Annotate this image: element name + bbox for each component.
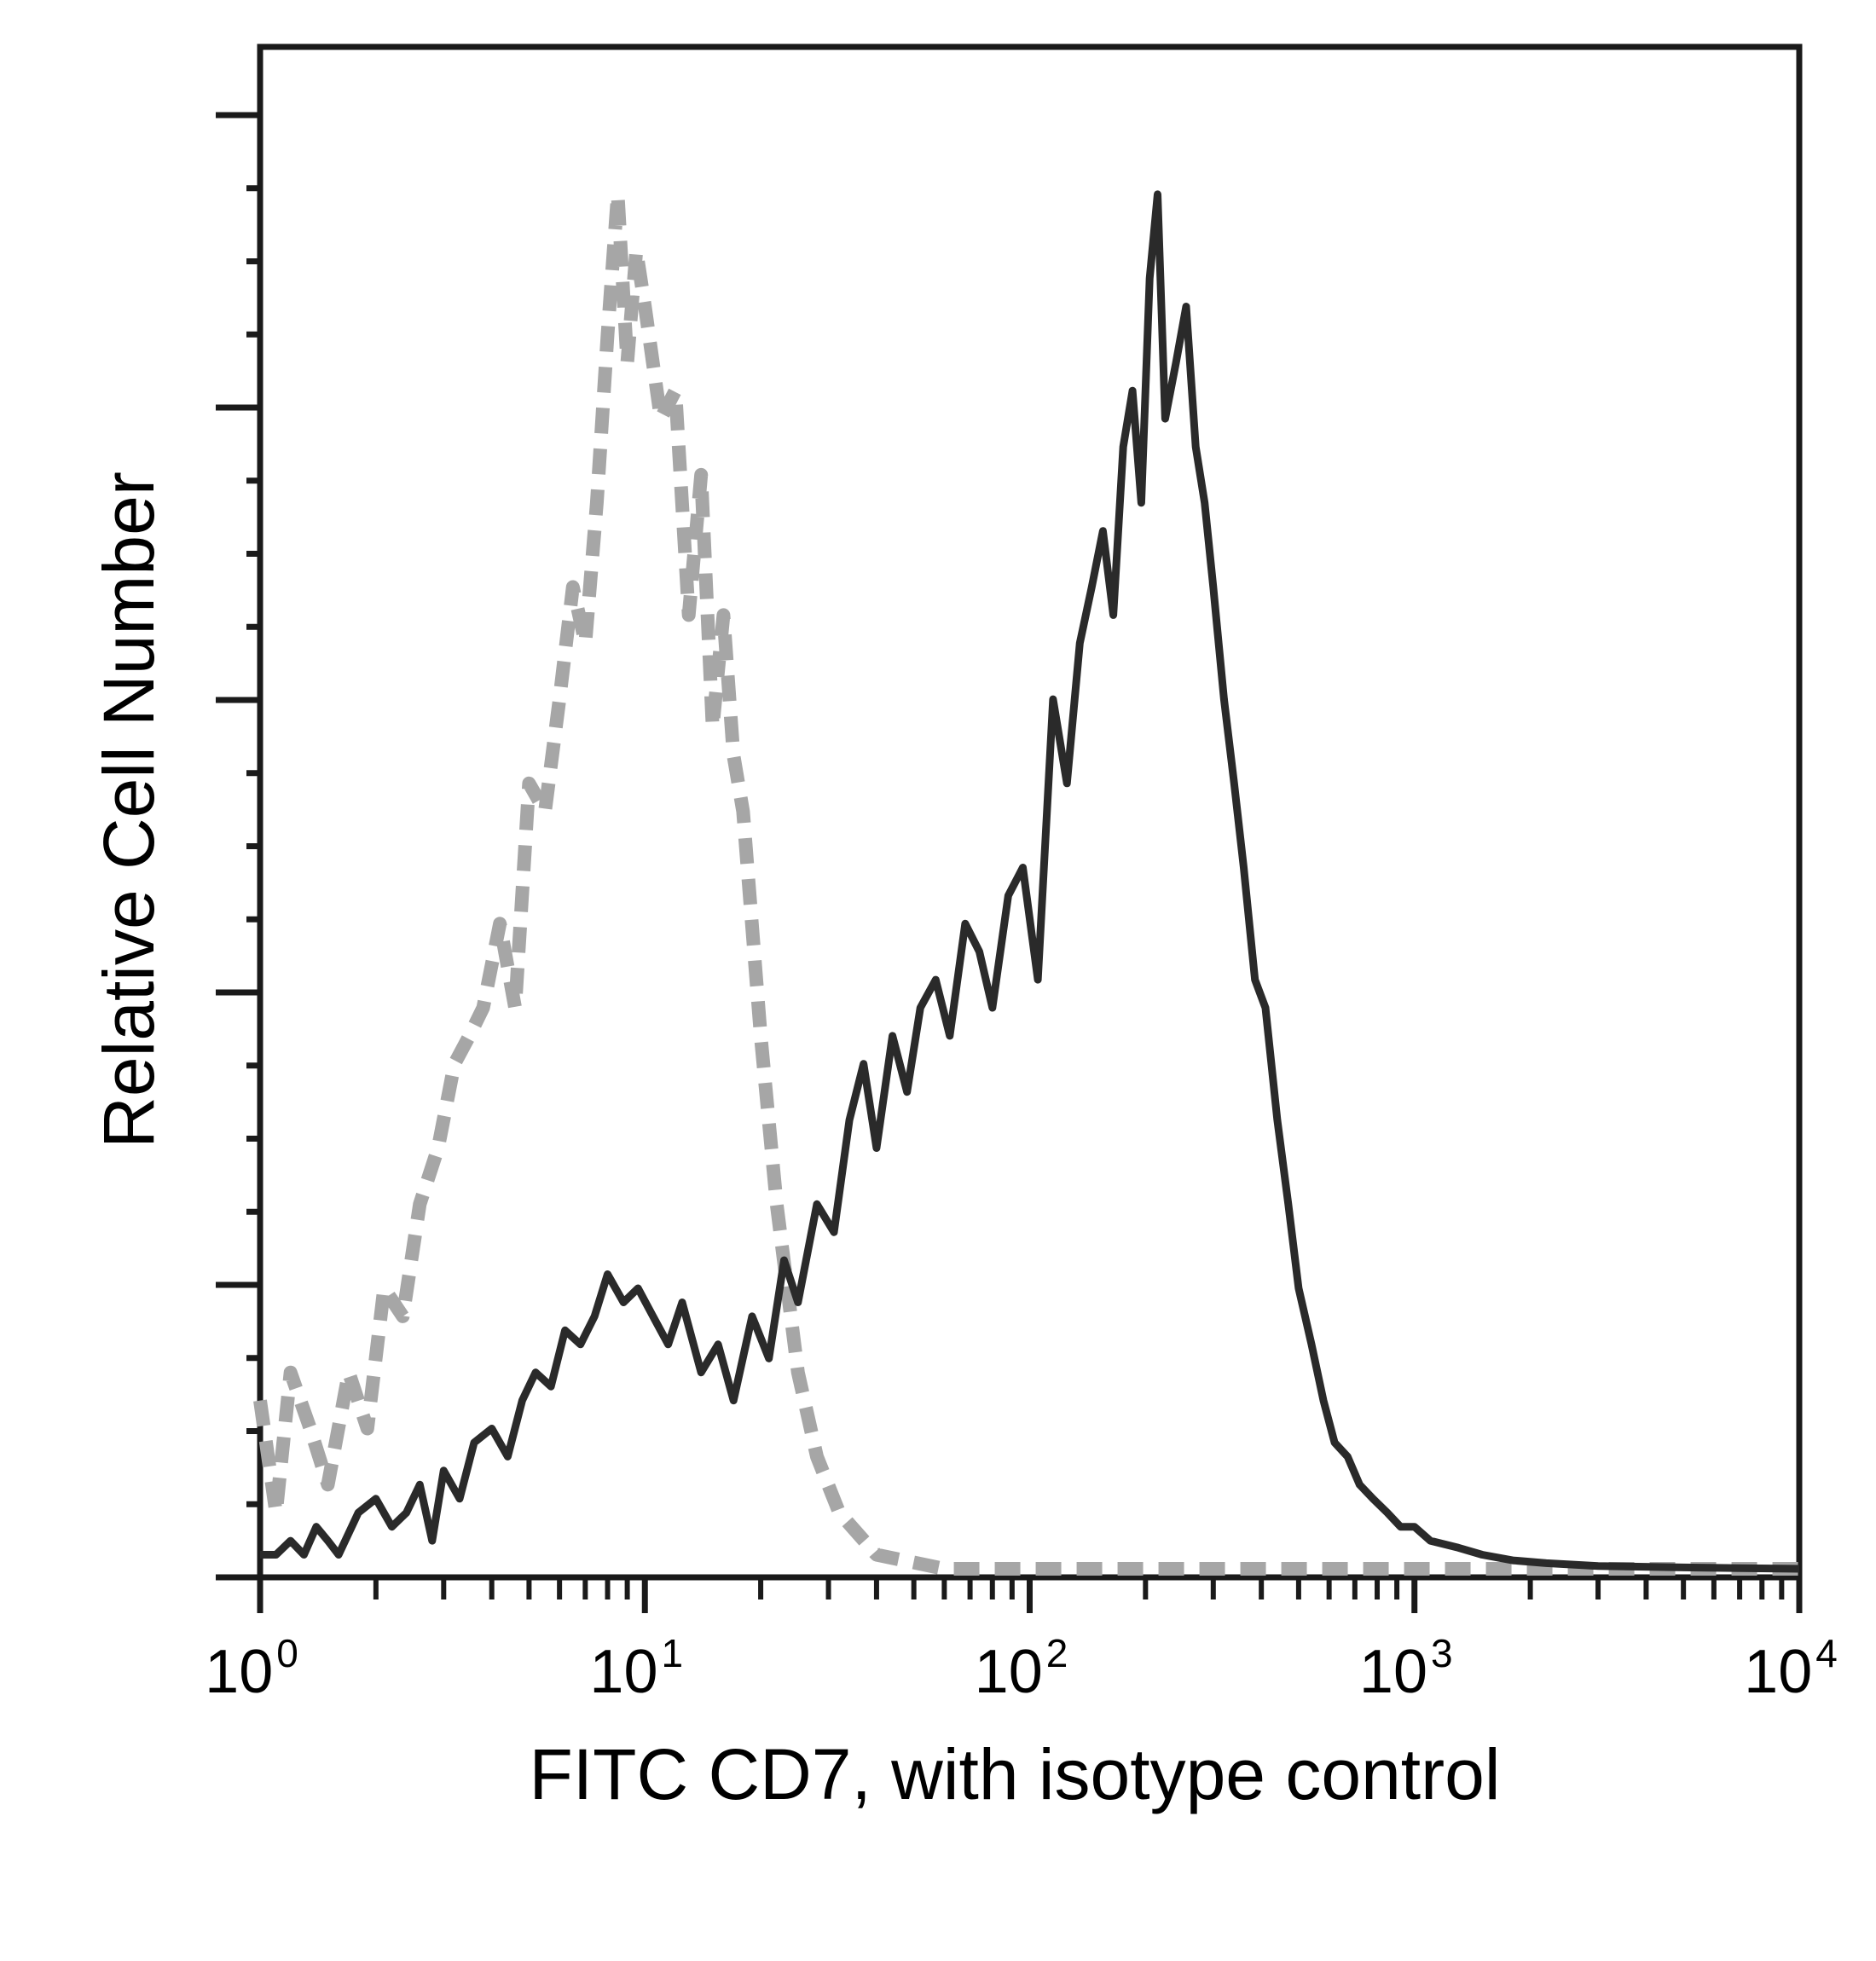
x-tick-labels: 100 101 102 103 104 (205, 1631, 1838, 1706)
x-axis-title: FITC CD7, with isotype control (529, 1734, 1500, 1814)
x-minor-ticks (257, 1577, 1803, 1613)
y-axis-ticks (216, 112, 260, 1581)
plot-frame (257, 43, 1803, 1581)
x-tick-label: 104 (1744, 1631, 1838, 1706)
cd7-series (260, 190, 1800, 1573)
series-layer (253, 187, 1800, 1576)
x-tick-label: 101 (589, 1631, 683, 1706)
y-axis-title: Relative Cell Number (89, 471, 169, 1148)
x-tick-label: 100 (205, 1631, 298, 1706)
x-tick-label: 103 (1359, 1631, 1453, 1706)
x-tick-label: 102 (975, 1631, 1068, 1706)
isotype-control-series (253, 187, 1799, 1576)
